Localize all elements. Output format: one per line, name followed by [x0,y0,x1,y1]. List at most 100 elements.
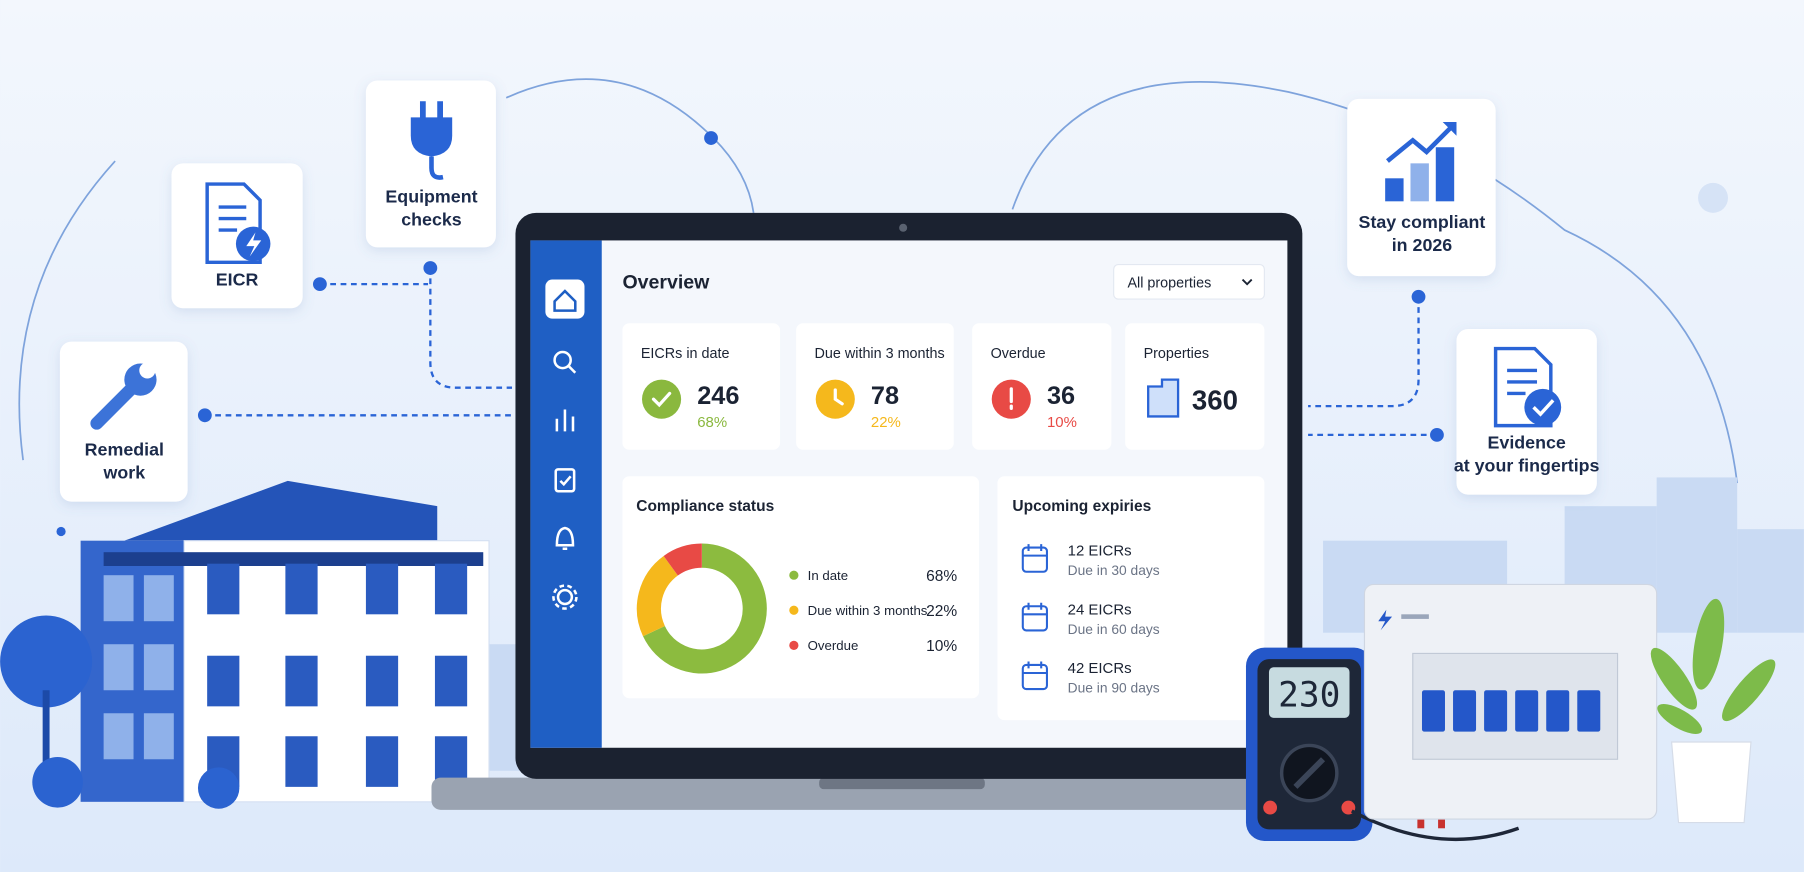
feature-label: EICR [216,269,259,289]
window [143,713,174,760]
window [434,563,468,615]
stat-icon [642,379,682,419]
filter-label: All properties [1127,276,1211,292]
dot [1698,182,1728,213]
calendar-detail [1022,602,1047,616]
calendar-detail [1022,544,1047,557]
evidence-icon [1493,346,1562,428]
stat-value: 36 [1047,382,1075,410]
breaker [1577,690,1601,732]
feature-label: Remedial [85,440,164,460]
expiry-title: 24 EICRs [1068,601,1132,618]
stat-card [972,323,1112,450]
sidebar [530,240,602,748]
donut-segment [663,543,703,576]
calendar-icon [1021,605,1048,632]
stat-percent: 68% [697,414,727,431]
legend-dot [789,605,799,615]
window [143,644,174,691]
window [285,736,318,787]
dot [56,526,66,537]
connector-dots [197,261,1444,442]
stat-label: Properties [1144,346,1209,362]
stat-glyph [833,388,844,406]
building [80,480,490,803]
stat-percent: 10% [1047,414,1077,431]
expiry-title: 42 EICRs [1068,660,1132,677]
card-title: Upcoming expiries [1012,498,1151,515]
window [103,644,134,691]
feature-label: at your fingertips [1454,456,1600,476]
stat-value: 360 [1192,385,1238,416]
expiries-card [997,476,1265,721]
expiry-subtitle: Due in 30 days [1068,563,1160,578]
chevron [1241,278,1253,286]
legend-value: 10% [926,638,957,655]
connectors [204,268,1437,436]
legend-dot [789,570,799,580]
multimeter: 230 [1245,647,1520,842]
expiry-subtitle: Due in 90 days [1068,681,1160,696]
calendar-icon [1021,663,1048,691]
window [365,736,399,787]
stat-value: 246 [697,382,739,410]
plug-icon [410,101,453,180]
breaker [1546,690,1570,732]
eicr-icon [205,182,271,265]
stat-label: Overdue [991,346,1046,362]
wrench-icon [90,362,157,430]
calendar-detail [1022,661,1047,675]
window [285,655,318,707]
dashboard-title: Overview [622,272,710,294]
breaker [1515,690,1539,732]
breaker-panel [1363,583,1658,820]
feature-label: in 2026 [1392,235,1453,255]
legend-label: In date [808,568,848,583]
trees [0,615,240,809]
window [143,575,174,622]
filter-dropdown[interactable] [1113,264,1265,300]
meter-display: 230 [1278,675,1340,715]
plant [1650,598,1776,824]
calendar-icon [1021,546,1048,573]
legend-value: 68% [926,568,957,585]
compliance-card [622,476,980,699]
window [207,655,240,707]
feature-cards: EICR Equipment checks Remedial work Stay comp… [59,80,1600,502]
feature-label: Stay compliant [1359,212,1486,232]
window [365,563,399,615]
feature-label: work [103,463,146,483]
feature-label: checks [401,209,462,229]
feature-label: Evidence [1488,433,1566,453]
window [285,563,318,615]
growth-icon [1385,121,1457,202]
window [207,563,240,615]
breaker [1453,690,1477,732]
legend-label: Due within 3 months [808,603,928,618]
window [365,655,399,707]
breaker [1421,690,1445,732]
expiry-subtitle: Due in 60 days [1068,622,1160,637]
stat-label: EICRs in date [641,346,730,362]
window [103,575,134,622]
breaker [1484,690,1508,732]
legend-label: Overdue [808,638,859,653]
card-title: Compliance status [636,498,774,515]
stat-value: 78 [871,382,899,410]
dot [704,131,718,145]
window [434,655,468,707]
legend-dot [789,640,799,650]
window [103,713,134,760]
donut-segment [636,555,679,637]
donut-segment [643,543,767,674]
feature-label: Equipment [385,186,477,206]
expiry-title: 12 EICRs [1068,543,1132,560]
building-icon [1147,378,1180,418]
stat-card [1125,323,1265,450]
dashboard: Overview All properties Compliance statu… [622,264,1265,721]
stat-percent: 22% [871,414,901,431]
stat-label: Due within 3 months [815,346,945,362]
stat-glyph [651,391,672,408]
